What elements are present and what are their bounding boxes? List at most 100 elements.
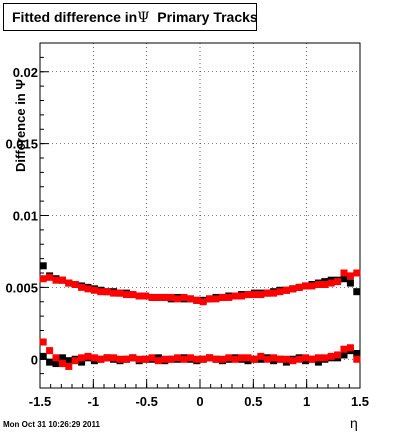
data-point-red xyxy=(167,355,175,363)
data-point-red xyxy=(135,292,143,300)
data-point-red xyxy=(58,276,66,284)
data-point-red xyxy=(110,289,118,297)
title-prefix: Fitted difference in xyxy=(12,9,138,25)
data-point-red xyxy=(206,295,214,303)
data-point-red xyxy=(308,282,316,290)
data-point-red xyxy=(340,269,348,277)
data-point-red xyxy=(244,354,252,362)
data-point-red xyxy=(321,281,329,288)
data-point-red xyxy=(282,286,290,294)
data-point-red xyxy=(282,355,290,363)
x-tick-label: -1.5 xyxy=(29,394,51,409)
data-point-red xyxy=(154,357,162,365)
x-tick-label: 1 xyxy=(303,394,310,409)
y-tick-label: 0 xyxy=(31,352,38,367)
data-point-red xyxy=(250,355,258,363)
data-point-red xyxy=(238,292,246,300)
data-point-red xyxy=(84,285,92,293)
data-point-red xyxy=(167,293,175,301)
data-point-red xyxy=(65,362,73,370)
data-point-red xyxy=(308,355,316,363)
data-point-red xyxy=(295,355,303,363)
data-point-red xyxy=(218,355,226,363)
data-point-red xyxy=(257,352,265,360)
data-point-red xyxy=(129,354,137,362)
data-point-red xyxy=(257,291,265,299)
data-point-red xyxy=(180,293,188,301)
data-point-red xyxy=(314,354,322,362)
data-point-red xyxy=(116,289,124,297)
data-point-red xyxy=(263,355,271,363)
y-tick-label: 0.015 xyxy=(5,137,38,152)
data-point-red xyxy=(270,354,278,362)
data-point-red xyxy=(238,354,246,362)
data-point-red xyxy=(78,354,86,362)
data-point-red xyxy=(186,295,194,303)
data-point-red xyxy=(129,291,137,299)
data-point-red xyxy=(110,354,118,362)
data-point-red xyxy=(334,351,342,359)
data-point-red xyxy=(270,289,278,297)
data-point-red xyxy=(103,288,111,296)
data-point-red xyxy=(199,355,207,363)
data-point-black xyxy=(340,351,348,359)
data-point-red xyxy=(116,355,124,363)
data-point-red xyxy=(65,279,73,287)
data-point-red xyxy=(321,354,329,362)
data-point-red xyxy=(231,355,239,363)
data-point-red xyxy=(244,291,252,299)
timestamp: Mon Oct 31 10:26:29 2011 xyxy=(3,420,100,429)
data-point-red xyxy=(135,355,143,363)
data-point-red xyxy=(289,285,297,293)
data-point-red xyxy=(314,281,322,288)
data-point-red xyxy=(97,288,105,296)
data-point-red xyxy=(174,295,182,303)
data-point-black xyxy=(353,350,361,357)
data-point-red xyxy=(334,278,342,286)
data-point-red xyxy=(199,298,207,306)
data-point-red xyxy=(295,283,303,291)
data-point-red xyxy=(97,355,105,363)
data-point-red xyxy=(186,354,194,362)
data-point-red xyxy=(218,293,226,301)
x-tick-label: 0.5 xyxy=(244,394,262,409)
title-suffix: Primary Tracks xyxy=(149,9,258,25)
data-point-black xyxy=(39,262,47,270)
data-point-red xyxy=(39,338,47,346)
data-point-red xyxy=(302,282,310,290)
data-point-red xyxy=(161,355,169,363)
title-symbol: Ψ xyxy=(137,10,150,26)
y-tick-label: 0.02 xyxy=(13,65,38,80)
data-point-red xyxy=(206,354,214,362)
data-point-red xyxy=(276,355,284,363)
data-point-red xyxy=(142,355,150,363)
data-point-red xyxy=(46,273,54,281)
data-point-red xyxy=(212,295,220,303)
data-point-red xyxy=(346,272,354,280)
data-point-red xyxy=(46,347,54,355)
data-point-red xyxy=(90,354,98,362)
data-point-red xyxy=(231,292,239,300)
data-point-red xyxy=(148,293,156,301)
data-point-red xyxy=(142,292,150,300)
data-point-black xyxy=(39,352,47,360)
x-tick-label: -1 xyxy=(88,394,100,409)
data-point-red xyxy=(71,281,79,288)
data-point-red xyxy=(250,291,258,299)
data-point-red xyxy=(180,355,188,363)
data-point-red xyxy=(353,269,361,277)
data-point-red xyxy=(52,354,60,362)
data-point-black xyxy=(353,288,361,296)
data-point-red xyxy=(103,354,111,362)
data-point-red xyxy=(78,283,86,291)
y-tick-label: 0.01 xyxy=(13,209,38,224)
data-point-red xyxy=(289,357,297,365)
x-tick-label: -0.5 xyxy=(135,394,157,409)
data-point-red xyxy=(327,352,335,360)
data-point-red xyxy=(148,354,156,362)
data-point-black xyxy=(52,360,60,368)
data-point-black xyxy=(58,354,66,362)
data-point-red xyxy=(346,344,354,352)
data-point-red xyxy=(302,354,310,362)
